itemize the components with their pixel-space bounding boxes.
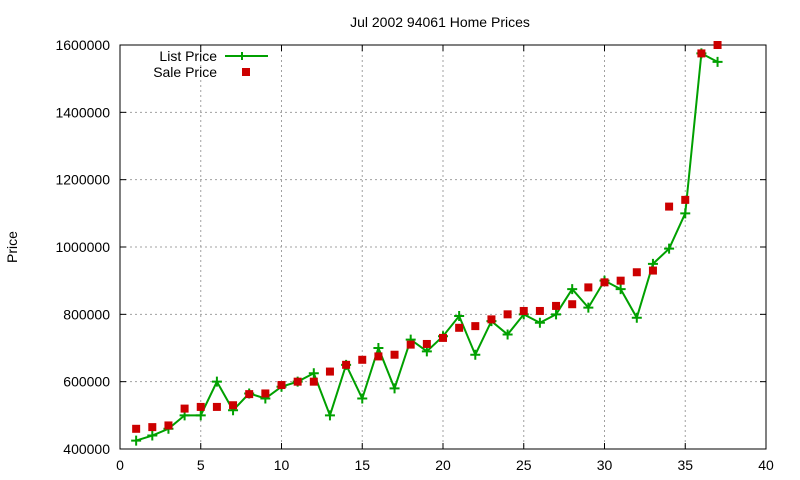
list-price-point: [147, 430, 158, 441]
sale-price-point: [325, 367, 334, 376]
plot-frame: [119, 44, 767, 450]
sale-price-point: [535, 306, 544, 315]
sale-price-point: [552, 301, 561, 310]
sale-price-point: [503, 310, 512, 319]
x-tick-label: 25: [516, 457, 532, 473]
x-tick-label: 10: [274, 457, 290, 473]
list-price-point: [712, 56, 723, 67]
sale-price-point: [164, 421, 173, 430]
list-price-point: [211, 376, 222, 387]
sale-price-point: [632, 268, 641, 277]
list-price-point: [195, 410, 206, 421]
sale-price-point: [309, 377, 318, 386]
list-price-point: [615, 284, 626, 295]
list-price-point: [534, 317, 545, 328]
list-price-point: [421, 346, 432, 357]
x-tick-label: 30: [597, 457, 613, 473]
y-tick-label: 1200000: [55, 172, 110, 188]
chart-title: Jul 2002 94061 Home Prices: [350, 14, 530, 30]
sale-price-point: [229, 401, 238, 410]
x-tick-label: 20: [435, 457, 451, 473]
sale-price-point: [390, 350, 399, 359]
sale-price-point: [422, 339, 431, 348]
sale-price-point: [212, 402, 221, 411]
x-tick-label: 35: [677, 457, 693, 473]
sale-price-point: [455, 323, 464, 332]
legend: List Price Sale Price: [153, 48, 268, 80]
x-tick-label: 5: [197, 457, 205, 473]
list-price-point: [389, 383, 400, 394]
y-tick-label: 1400000: [55, 104, 110, 120]
list-price-point: [583, 302, 594, 313]
sale-price-point: [713, 41, 722, 49]
axis-ticks: 0 5 10 15 20 25 30 35 40 400000 600000 800000 100000…: [55, 37, 774, 473]
list-price-point: [567, 284, 578, 295]
list-price-point: [502, 329, 513, 340]
sale-price-point: [277, 381, 286, 390]
series-layer: [131, 41, 723, 446]
sale-price-point: [342, 360, 351, 369]
list-price-point: [324, 410, 335, 421]
sale-price-point: [665, 202, 674, 211]
sale-price-point: [406, 340, 415, 349]
y-axis-label: Price: [4, 231, 20, 263]
x-tick-label: 40: [758, 457, 774, 473]
sale-price-point: [374, 352, 383, 361]
list-price-point: [664, 243, 675, 254]
sale-price-point: [600, 278, 609, 287]
sale-price-point: [148, 423, 157, 432]
legend-label-list-price: List Price: [159, 48, 217, 64]
sale-price-point: [681, 195, 690, 204]
sale-price-point: [568, 300, 577, 309]
sale-price-point: [648, 266, 657, 275]
x-tick-label: 0: [116, 457, 124, 473]
list-price-point: [373, 343, 384, 353]
y-tick-label: 800000: [63, 306, 110, 322]
y-tick-label: 400000: [63, 441, 110, 457]
y-tick-label: 1000000: [55, 239, 110, 255]
sale-price-point: [439, 333, 447, 342]
legend-marker-list-price: [238, 52, 246, 60]
sale-price-point: [180, 404, 189, 413]
sale-price-point: [293, 377, 302, 386]
sale-price-point: [261, 389, 270, 398]
sale-price-point: [616, 276, 625, 285]
sale-price-point: [196, 402, 205, 411]
sale-price-point: [519, 306, 528, 315]
sale-price-point: [584, 283, 593, 292]
sale-price-point: [358, 355, 367, 364]
list-price-point: [680, 208, 691, 219]
sale-price-point: [132, 424, 141, 433]
y-tick-label: 1600000: [55, 37, 110, 53]
list-price-point: [131, 435, 142, 446]
sale-price-point: [245, 390, 254, 399]
list-price-point: [454, 311, 465, 322]
legend-marker-sale-price: [242, 68, 250, 76]
sale-price-point: [471, 322, 480, 331]
list-price-point: [470, 349, 481, 360]
x-tick-label: 15: [354, 457, 370, 473]
list-price-point: [551, 309, 562, 320]
list-price-point: [631, 312, 642, 323]
sale-price-point: [697, 49, 706, 58]
sale-price-point: [487, 315, 496, 324]
list-price-point: [357, 393, 368, 404]
legend-label-sale-price: Sale Price: [153, 64, 217, 80]
y-tick-label: 600000: [63, 374, 110, 390]
list-price-point: [308, 368, 319, 379]
